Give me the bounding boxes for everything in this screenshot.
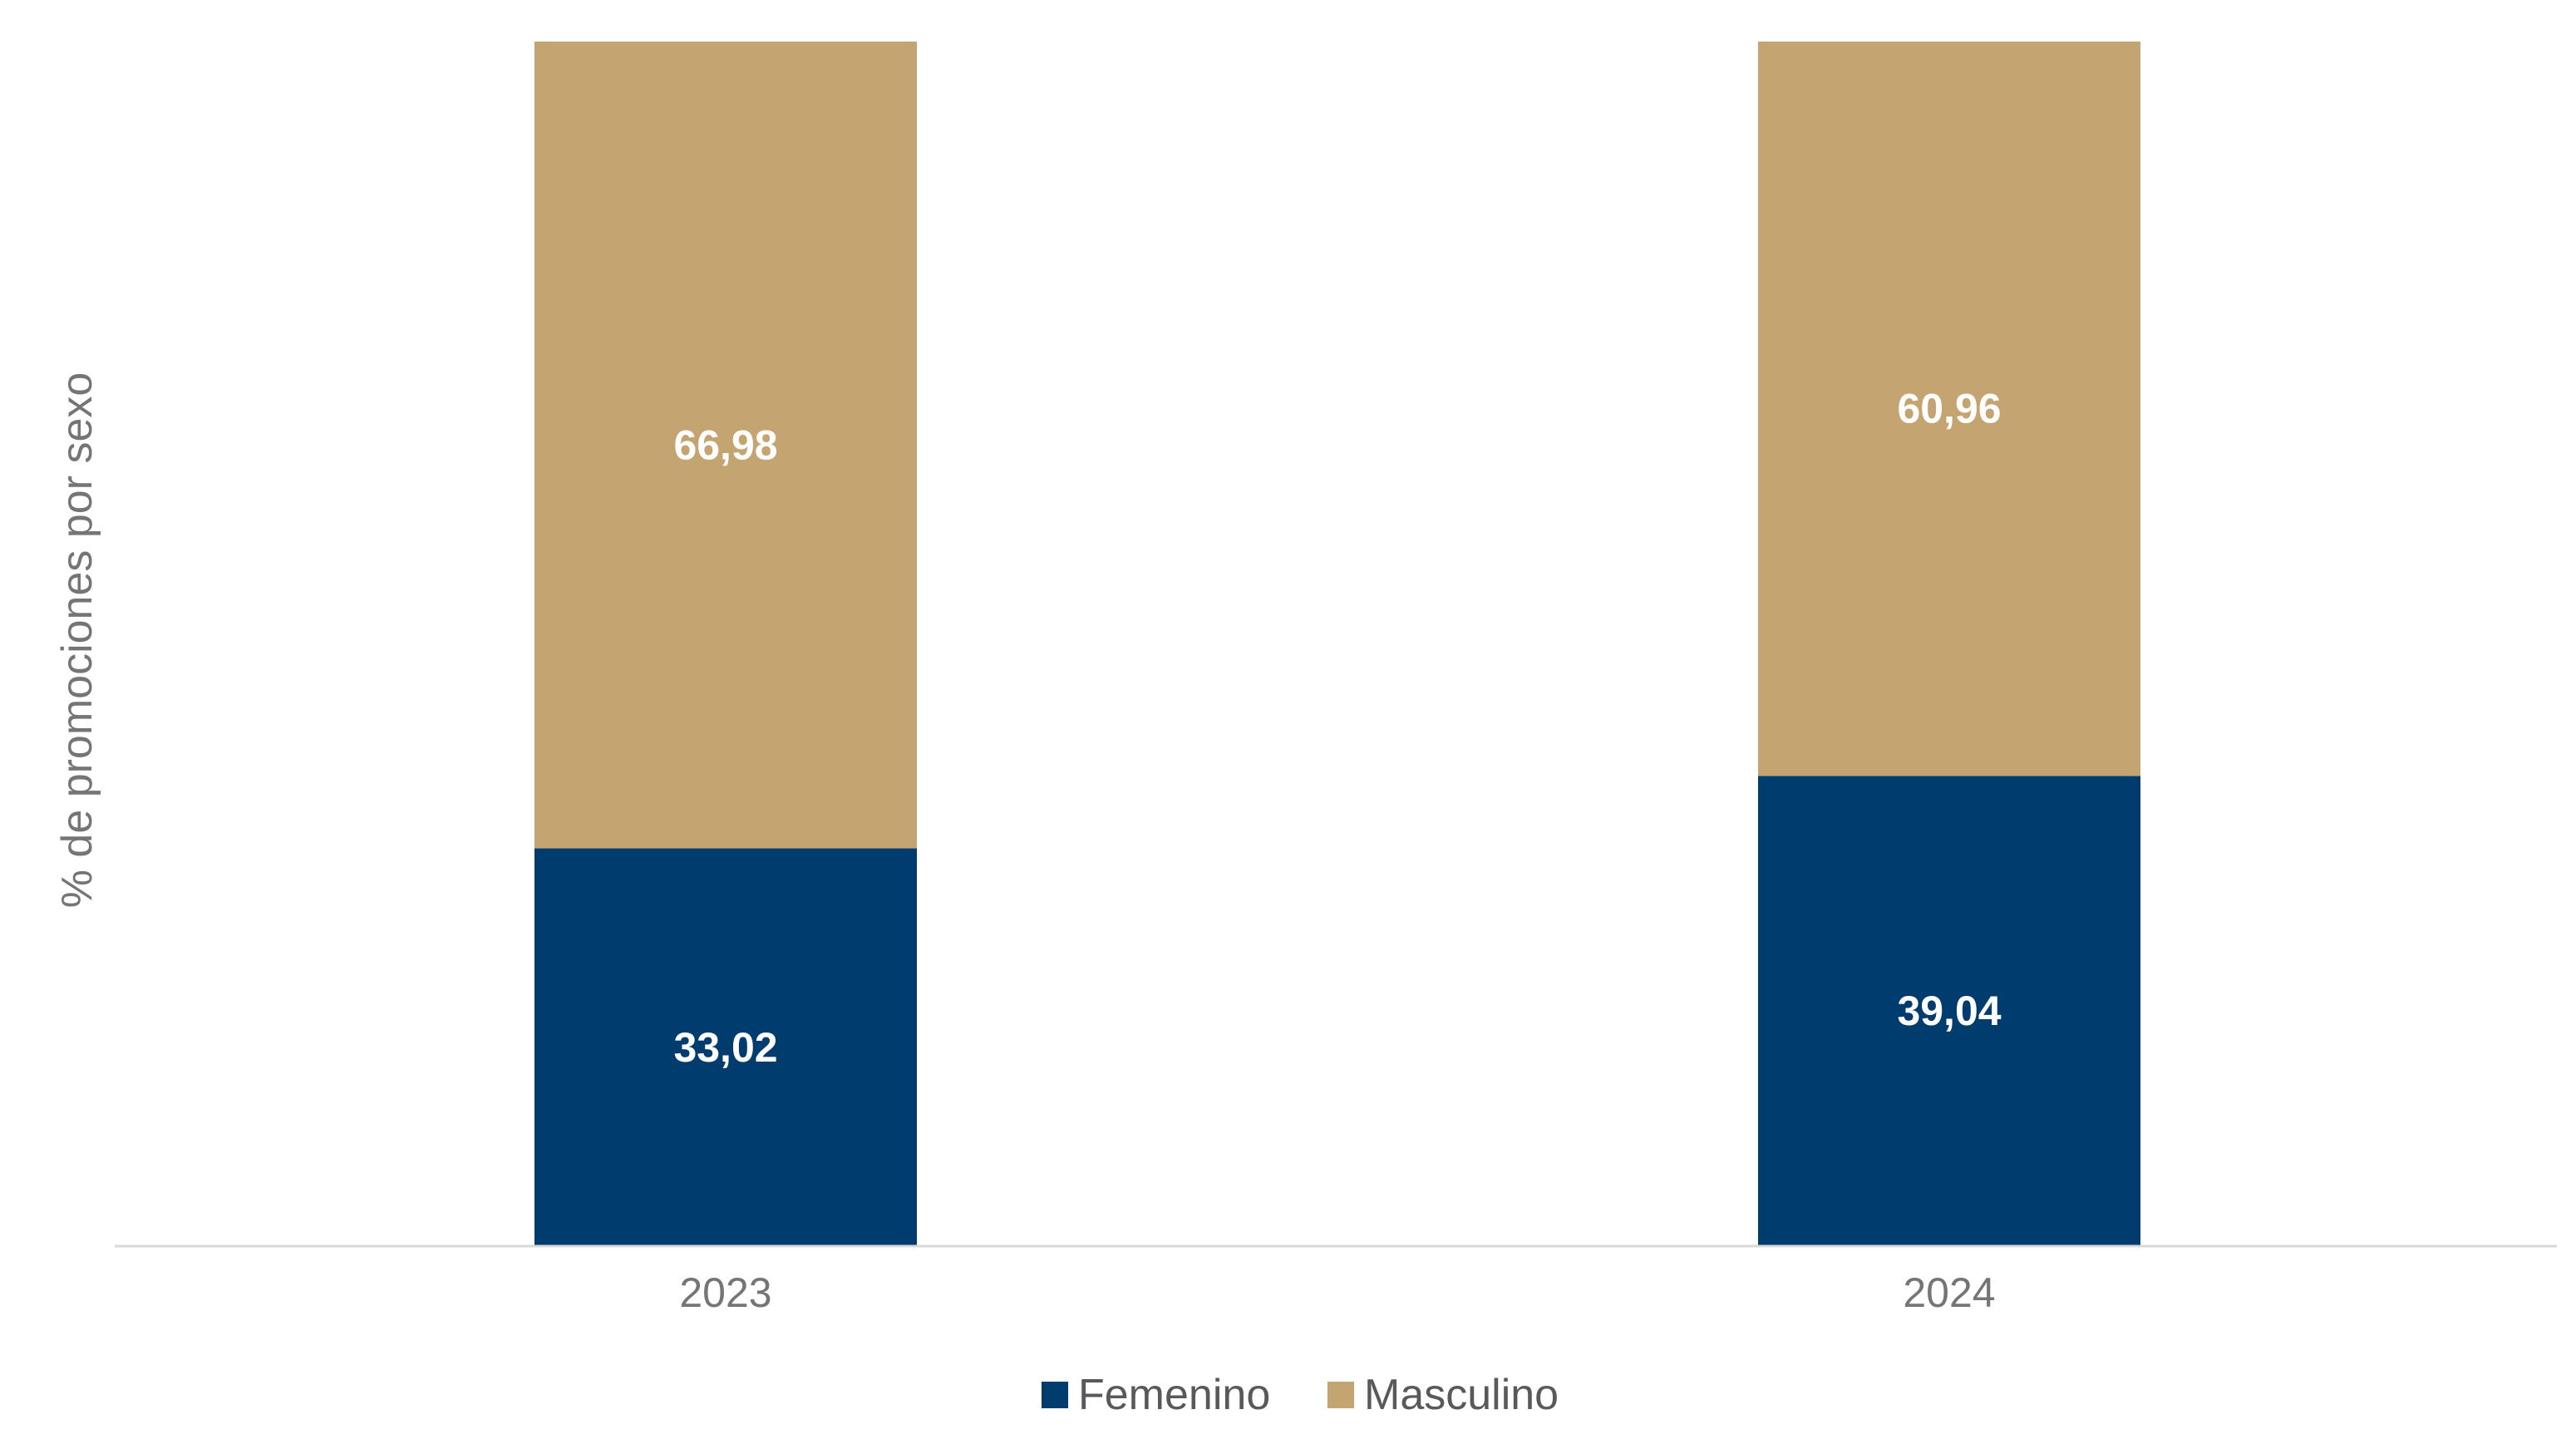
bar-masculino-2023 bbox=[534, 42, 917, 849]
y-axis-title: % de promociones por sexo bbox=[53, 372, 101, 909]
data-label-masculino-2023: 66,98 bbox=[673, 421, 777, 468]
legend-swatch-femenino bbox=[1042, 1382, 1068, 1408]
x-tick-label-2024: 2024 bbox=[1903, 1269, 1995, 1316]
legend-label-masculino: Masculino bbox=[1364, 1371, 1559, 1419]
data-label-masculino-2024: 60,96 bbox=[1897, 386, 2001, 432]
legend-label-femenino: Femenino bbox=[1078, 1371, 1270, 1419]
bar-femenino-2023 bbox=[534, 848, 917, 1246]
data-label-femenino-2024: 39,04 bbox=[1897, 988, 2001, 1034]
bar-femenino-2024 bbox=[1758, 776, 2140, 1246]
bar-masculino-2024 bbox=[1758, 42, 2140, 776]
data-label-femenino-2023: 33,02 bbox=[673, 1024, 777, 1071]
legend-swatch-masculino bbox=[1327, 1382, 1354, 1408]
x-tick-label-2023: 2023 bbox=[679, 1269, 771, 1316]
